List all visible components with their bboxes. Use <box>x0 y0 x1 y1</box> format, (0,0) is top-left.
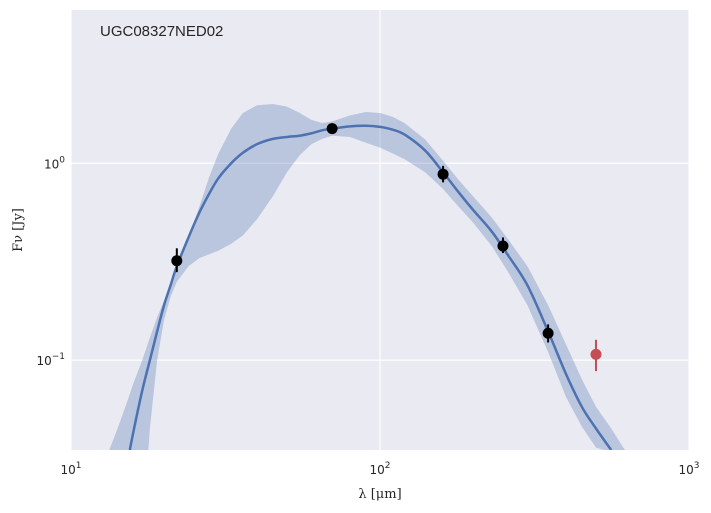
x-tick-label: 101 <box>60 461 81 477</box>
data-point <box>437 168 449 180</box>
x-axis-label: λ [μm] <box>358 487 401 502</box>
model-curve <box>128 124 613 450</box>
data-point <box>497 240 509 252</box>
data-point <box>326 123 338 135</box>
y-tick-label: 100 <box>44 155 65 171</box>
y-tick-label: 10−1 <box>36 352 65 368</box>
y-axis-label: Fν [Jy] <box>11 208 26 252</box>
uncertainty-band <box>109 103 625 450</box>
x-tick-label: 102 <box>369 461 390 477</box>
data-point <box>171 255 183 267</box>
plot-layer: 101 102 103 10−1 100 <box>36 10 700 477</box>
x-tick-label: 103 <box>678 461 699 477</box>
plot-data-group <box>109 103 625 450</box>
data-point <box>542 327 554 339</box>
excluded-point <box>590 348 602 360</box>
chart-title: UGC08327NED02 <box>100 23 223 40</box>
